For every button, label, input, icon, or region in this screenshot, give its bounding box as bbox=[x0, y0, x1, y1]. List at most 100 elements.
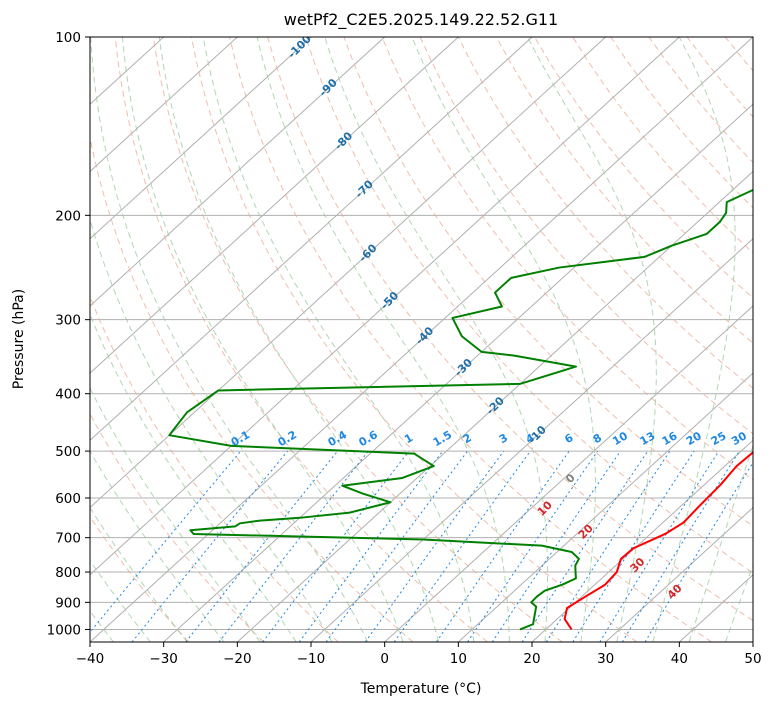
dry-adiabat bbox=[381, 37, 753, 481]
isotherm-line bbox=[90, 37, 753, 642]
x-tick-label: 20 bbox=[523, 651, 540, 667]
moist-adiabat bbox=[90, 313, 297, 642]
x-tick-label: 0 bbox=[380, 651, 389, 667]
isotherm-line bbox=[90, 37, 459, 374]
moist-adiabat bbox=[90, 506, 188, 642]
isotherm-line bbox=[90, 37, 312, 240]
y-tick-label: 400 bbox=[55, 387, 81, 403]
mixing-ratio-label: 16 bbox=[660, 429, 680, 448]
mixing-ratio-line bbox=[572, 450, 695, 642]
dry-adiabat bbox=[724, 37, 753, 72]
moist-adiabat-label: 10 bbox=[535, 498, 555, 518]
y-tick-label: 900 bbox=[55, 595, 81, 611]
mixing-ratio-label: 1 bbox=[402, 431, 415, 446]
mixing-ratio-line bbox=[521, 450, 649, 642]
mixing-ratio-label: 1.5 bbox=[431, 428, 454, 449]
mixing-ratio-line bbox=[131, 450, 288, 642]
dry-adiabat bbox=[686, 37, 753, 118]
dry-adiabat bbox=[495, 37, 753, 344]
moist-adiabat-label: 40 bbox=[665, 582, 685, 602]
dry-adiabat bbox=[152, 37, 563, 642]
moist-adiabat-label: 0 bbox=[563, 471, 578, 486]
isotherm-line bbox=[531, 439, 753, 642]
moist-adiabat bbox=[90, 386, 261, 642]
y-axis-ticks: 100 200 300 400 500 600 700 800 900 1000 bbox=[47, 30, 90, 638]
moist-adiabat bbox=[90, 217, 333, 642]
isotherm-line bbox=[752, 641, 753, 642]
moist-adiabat bbox=[688, 443, 753, 642]
dry-adiabat bbox=[90, 134, 414, 642]
isotherm-grid bbox=[90, 37, 753, 642]
y-axis-label: Pressure (hPa) bbox=[11, 289, 27, 389]
isotherm-line bbox=[457, 372, 753, 642]
dry-adiabat bbox=[267, 37, 753, 622]
moist-adiabat bbox=[324, 37, 549, 642]
mixing-ratio-line bbox=[364, 450, 505, 642]
y-tick-label: 600 bbox=[55, 491, 81, 507]
mixing-ratio-label: 3 bbox=[497, 431, 510, 446]
moist-adiabat bbox=[725, 563, 753, 642]
chart-title: wetPf2_C2E5.2025.149.22.52.G11 bbox=[284, 10, 558, 30]
y-tick-label: 200 bbox=[55, 208, 81, 224]
mixing-ratio-line bbox=[545, 450, 671, 642]
mixing-ratio-line bbox=[644, 461, 753, 642]
mixing-ratio-line bbox=[262, 450, 410, 642]
mixing-ratio-line bbox=[599, 450, 720, 642]
dry-adiabat bbox=[343, 37, 753, 527]
dry-adiabat bbox=[419, 37, 753, 435]
temperature-line bbox=[563, 451, 753, 630]
mixing-ratio-label: 36 bbox=[750, 429, 770, 448]
dry-adiabat bbox=[534, 37, 753, 299]
dry-adiabat bbox=[90, 515, 190, 642]
dry-adiabat bbox=[90, 295, 339, 642]
moist-adiabat bbox=[527, 37, 657, 642]
mixing-ratio-label: 2 bbox=[461, 431, 474, 446]
mixing-ratio-label: 0.6 bbox=[356, 428, 380, 449]
moist-adiabat bbox=[158, 37, 439, 642]
isotherm-line bbox=[90, 37, 607, 509]
mixing-ratio-label: 13 bbox=[638, 429, 658, 448]
mixing-ratio-label: 0.4 bbox=[326, 428, 350, 449]
mixing-ratio-line bbox=[90, 450, 242, 633]
dry-adiabat bbox=[305, 37, 753, 574]
dry-adiabat bbox=[114, 37, 488, 642]
x-tick-label: −40 bbox=[76, 651, 105, 667]
x-tick-label: 30 bbox=[597, 651, 614, 667]
mixing-ratio-line bbox=[218, 450, 369, 642]
x-axis-label: Temperature (°C) bbox=[360, 681, 482, 697]
plot-frame bbox=[89, 36, 754, 643]
dewpoint-line bbox=[168, 188, 753, 631]
mixing-ratio-line bbox=[621, 450, 740, 642]
dry-adiabat bbox=[648, 37, 753, 164]
moist-adiabat bbox=[90, 450, 225, 642]
y-tick-label: 700 bbox=[55, 531, 81, 547]
isotherm-line bbox=[384, 305, 753, 642]
mixing-ratio-label: 20 bbox=[684, 429, 704, 448]
x-tick-label: 50 bbox=[744, 651, 761, 667]
moist-adiabat bbox=[256, 37, 510, 642]
mixing-ratio-line bbox=[467, 450, 599, 642]
dry-adiabats bbox=[90, 37, 775, 642]
isotherm-line bbox=[90, 37, 533, 442]
y-tick-label: 500 bbox=[55, 444, 81, 460]
x-tick-label: −30 bbox=[149, 651, 178, 667]
mixing-ratio-label: 10 bbox=[610, 429, 630, 448]
y-tick-label: 1000 bbox=[47, 622, 81, 638]
mixing-ratio-line bbox=[393, 450, 531, 642]
mixing-ratio-label: 6 bbox=[562, 431, 575, 446]
mixing-ratio-line bbox=[491, 450, 621, 642]
moist-adiabats bbox=[90, 37, 753, 642]
mixing-ratio-label: 30 bbox=[729, 429, 749, 448]
moist-adiabat bbox=[90, 559, 151, 642]
isotherm-line bbox=[236, 170, 753, 642]
x-tick-label: −10 bbox=[297, 651, 326, 667]
moist-adiabat bbox=[202, 37, 475, 642]
dry-adiabat bbox=[763, 37, 775, 642]
isotherm-line bbox=[90, 37, 680, 576]
isotherm-line bbox=[90, 37, 238, 173]
dry-adiabat bbox=[229, 37, 713, 642]
x-tick-label: 10 bbox=[450, 651, 467, 667]
isotherm-line bbox=[310, 237, 753, 642]
x-axis-ticks: −40 −30 −20 −10 0 10 20 30 40 50 bbox=[76, 642, 762, 667]
